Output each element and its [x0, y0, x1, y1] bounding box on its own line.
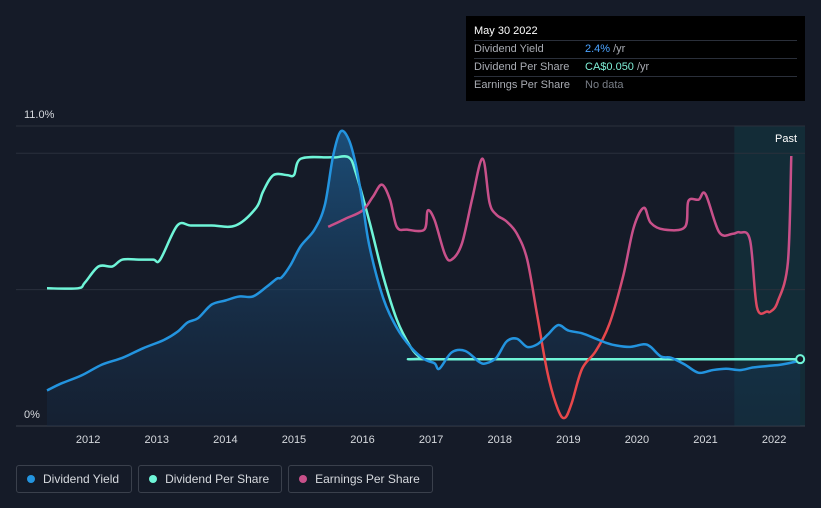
- tooltip-row-dividend-yield: Dividend Yield 2.4%/yr: [474, 40, 797, 58]
- dividend-yield-area: [47, 130, 801, 426]
- legend-item-earnings-per-share[interactable]: Earnings Per Share: [288, 465, 433, 493]
- x-tick-label: 2022: [762, 434, 786, 446]
- legend-label: Earnings Per Share: [315, 472, 420, 486]
- tooltip-date: May 30 2022: [474, 25, 538, 37]
- chart-legend: Dividend Yield Dividend Per Share Earnin…: [16, 465, 433, 493]
- legend-dot: [299, 475, 308, 483]
- dividend-yield-line: [46, 129, 801, 392]
- dividend-per-share-end-marker: [795, 354, 806, 365]
- tooltip-label: Dividend Yield: [474, 43, 544, 55]
- x-tick-label: 2012: [76, 434, 100, 446]
- tooltip-label: Dividend Per Share: [474, 61, 570, 73]
- tooltip-value: CA$0.050: [585, 61, 634, 73]
- legend-item-dividend-per-share[interactable]: Dividend Per Share: [138, 465, 283, 493]
- legend-label: Dividend Per Share: [165, 472, 270, 486]
- y-axis-top-label: 11.0%: [24, 109, 55, 121]
- x-tick-label: 2016: [350, 434, 374, 446]
- legend-dot: [149, 475, 158, 483]
- x-tick-label: 2019: [556, 434, 580, 446]
- legend-item-dividend-yield[interactable]: Dividend Yield: [16, 465, 133, 493]
- legend-label: Dividend Yield: [43, 472, 120, 486]
- x-tick-label: 2021: [693, 434, 717, 446]
- x-axis-tick-labels: 2012 2013 2014 2015 2016 2017 2018 2019 2020 2021…: [76, 434, 786, 446]
- hover-tooltip: May 30 2022 Dividend Yield 2.4%/yr Divid…: [466, 16, 805, 101]
- x-tick-label: 2013: [145, 434, 169, 446]
- x-tick-label: 2015: [282, 434, 306, 446]
- tooltip-row-earnings-per-share: Earnings Per Share No data: [474, 76, 797, 94]
- tooltip-row-dividend-per-share: Dividend Per Share CA$0.050/yr: [474, 58, 797, 76]
- tooltip-unit: /yr: [613, 43, 626, 55]
- tooltip-unit: /yr: [636, 61, 650, 73]
- x-tick-label: 2018: [487, 434, 511, 446]
- earnings-per-share-line: [327, 155, 793, 420]
- dividend-per-share-line: [46, 155, 801, 361]
- legend-dot: [27, 475, 35, 483]
- tooltip-value: No data: [585, 79, 624, 91]
- y-axis-bottom-label: 0%: [24, 409, 40, 421]
- x-tick-label: 2014: [213, 434, 237, 446]
- past-label: Past: [775, 133, 797, 145]
- x-tick-label: 2020: [625, 434, 649, 446]
- tooltip-label: Earnings Per Share: [474, 79, 570, 91]
- tooltip-value: 2.4%: [585, 43, 611, 55]
- x-tick-label: 2017: [419, 434, 443, 446]
